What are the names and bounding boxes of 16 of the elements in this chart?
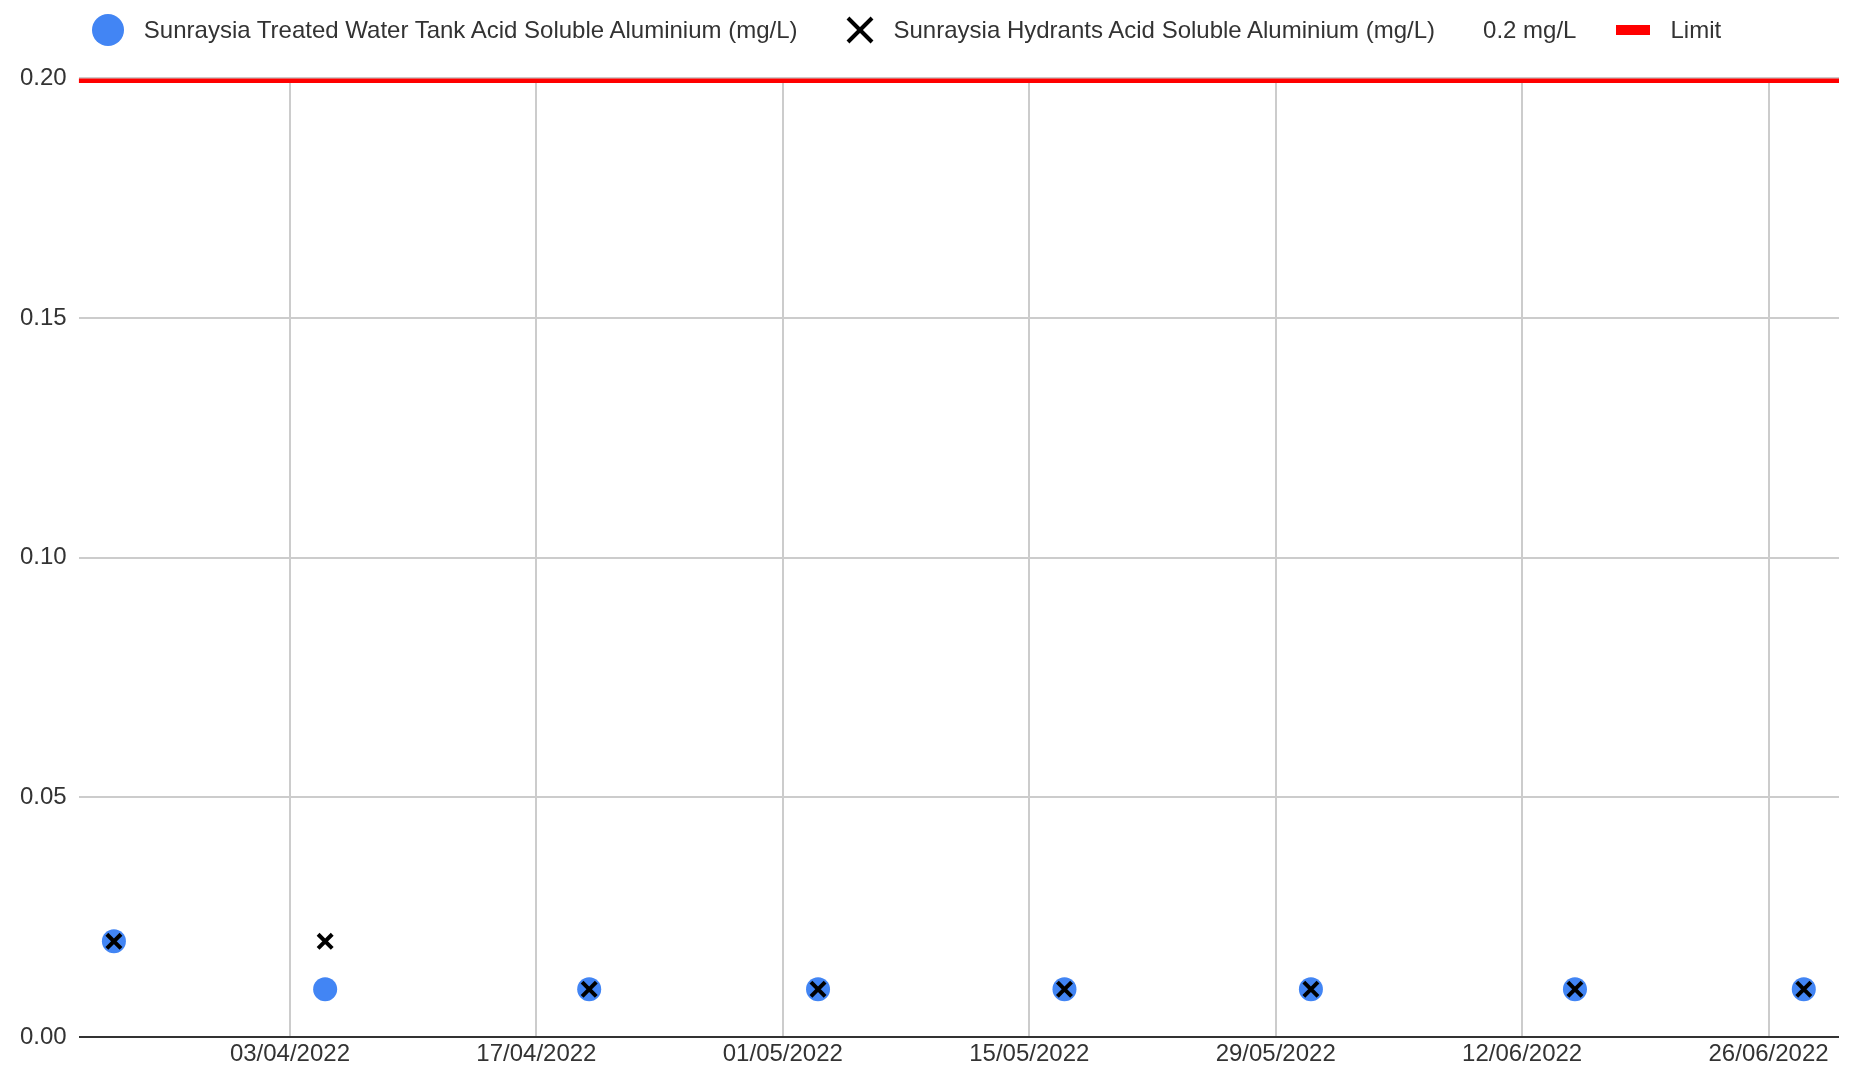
- legend-label: Sunraysia Treated Water Tank Acid Soluble Aluminium (mg/L): [143, 16, 798, 44]
- legend-label: Sunraysia Hydrants Acid Soluble Aluminium (mg/L): [893, 16, 1436, 44]
- x-tick-label: 03/04/2022: [229, 1039, 351, 1067]
- x-tick-label: 29/05/2022: [1215, 1039, 1336, 1067]
- y-tick-label: 0.20: [19, 63, 67, 91]
- y-tick-label: 0.10: [19, 542, 67, 570]
- legend-label: Limit: [1670, 16, 1722, 44]
- y-tick-label: 0.15: [19, 302, 67, 330]
- text: 0.2 mg/L: [1483, 16, 1577, 44]
- x-tick-label: 15/05/2022: [969, 1039, 1090, 1067]
- x-tick-label: 26/06/2022: [1708, 1039, 1829, 1067]
- x-tick-label: 12/06/2022: [1462, 1039, 1583, 1067]
- x-tick-label: 17/04/2022: [476, 1039, 597, 1067]
- y-tick-label: 0.05: [19, 782, 67, 810]
- y-tick-label: 0.00: [19, 1021, 67, 1049]
- x-tick-label: 01/05/2022: [722, 1039, 843, 1067]
